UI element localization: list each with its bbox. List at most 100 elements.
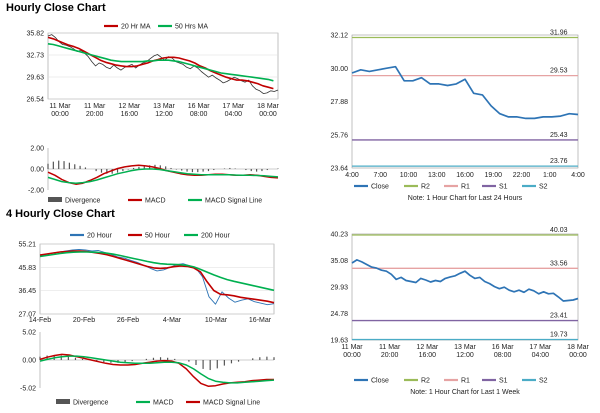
hourly-price-y-tick: 26.54 [26, 97, 44, 104]
legend-macd-label: MACD [145, 198, 166, 205]
x-tick-day: 12 Mar [118, 103, 140, 110]
x-tick-day: 16 Mar [188, 103, 210, 110]
legend-ma20-label: 20 Hr MA [121, 24, 151, 31]
four-macd-y-tick: -5.02 [20, 386, 36, 393]
four-price-y-tick: 36.45 [18, 288, 36, 295]
close-series [351, 259, 579, 302]
x-tick: 10:00 [400, 172, 418, 179]
c-hourly-24h-y-tick: 30.00 [330, 66, 348, 73]
x-tick-time: 08:00 [494, 352, 512, 359]
c-hourly-1w-y-tick: 24.78 [330, 311, 348, 318]
four-macd-y-tick: 5.02 [22, 330, 36, 337]
macd-signal-series [47, 168, 279, 184]
legend-s2-label: S2 [539, 184, 548, 191]
x-tick: 7:00 [373, 172, 387, 179]
four-hourly-macd-chart: 5.02 0.00 -5.02 Divergence MACD MACD Signal L… [20, 330, 275, 407]
hourly-macd-y-tick: 2.00 [30, 146, 44, 153]
level-s1-label: 23.41 [550, 313, 568, 320]
hour50-series [39, 250, 275, 304]
level-s2-label: 19.73 [550, 331, 568, 338]
c-hourly-24h-y-tick: 25.76 [330, 132, 348, 139]
four-hourly-section-title: 4 Hourly Close Chart [6, 208, 115, 220]
legend-r2-label: R2 [421, 184, 430, 191]
legend-r2-label: R2 [421, 378, 430, 385]
x-tick: 1:00 [543, 172, 557, 179]
hourly-price-y-tick: 35.82 [26, 31, 44, 38]
x-tick-time: 00:00 [51, 111, 69, 118]
legend-signal-label: MACD Signal Line [205, 198, 262, 205]
macd-signal-series [39, 355, 275, 384]
c-hourly-24h-y-tick: 32.12 [330, 33, 348, 40]
plot-frame [351, 34, 579, 169]
x-tick: 16-Mar [249, 317, 272, 324]
hour20-series [39, 249, 275, 306]
legend-hour50-label: 50 Hour [145, 233, 171, 240]
legend-ma50-label: 50 Hrs MA [175, 24, 208, 31]
legend-s2-label: S2 [539, 378, 548, 385]
x-tick: 26-Feb [117, 317, 139, 324]
x-tick-time: 12:00 [456, 352, 474, 359]
x-tick-time: 04:00 [225, 111, 243, 118]
x-tick: 22:00 [513, 172, 531, 179]
x-tick-time: 08:00 [190, 111, 208, 118]
legend-signal-label: MACD Signal Line [203, 400, 260, 407]
chart-note: Note: 1 Hour Chart for Last 1 Week [410, 389, 520, 396]
level-r1-label: 29.53 [550, 68, 568, 75]
x-tick-day: 11 Mar [49, 103, 71, 110]
x-tick-day: 18 Mar [257, 103, 279, 110]
x-tick: 19:00 [484, 172, 502, 179]
level-r1-label: 33.56 [550, 260, 568, 267]
plot-frame [47, 32, 279, 100]
ma20-series [47, 36, 274, 90]
x-tick: 4:00 [571, 172, 585, 179]
close-series [47, 34, 279, 94]
c-hourly-24h-y-tick: 27.88 [330, 99, 348, 106]
hourly-price-y-tick: 32.73 [26, 53, 44, 60]
x-tick: 20-Feb [73, 317, 95, 324]
hourly-price-y-tick: 29.63 [26, 75, 44, 82]
x-tick-day: 13 Mar [153, 103, 175, 110]
x-tick: 10-Mar [205, 317, 228, 324]
x-tick-time: 16:00 [419, 352, 437, 359]
level-r2-label: 40.03 [550, 227, 568, 234]
legend-divergence-swatch [48, 197, 62, 202]
level-s2-label: 23.76 [550, 158, 568, 165]
x-tick-time: 00:00 [259, 111, 277, 118]
legend-divergence-label: Divergence [73, 400, 109, 407]
x-tick-day: 16 Mar [492, 344, 514, 351]
x-tick-time: 12:00 [155, 111, 173, 118]
c-hourly-24h-y-tick: 23.64 [330, 166, 348, 173]
c-hourly-1w-y-tick: 35.08 [330, 258, 348, 265]
plot-frame [39, 243, 275, 315]
legend-macd-label: MACD [153, 400, 174, 407]
legend-close-label: Close [371, 184, 389, 191]
four-price-y-tick: 55.21 [18, 242, 36, 249]
x-tick-day: 17 Mar [529, 344, 551, 351]
x-tick-time: 00:00 [569, 352, 587, 359]
legend-hour20-label: 20 Hour [87, 233, 113, 240]
x-tick-day: 11 Mar [341, 344, 363, 351]
hourly-macd-y-tick: 0.00 [30, 167, 44, 174]
x-tick-day: 11 Mar [379, 344, 401, 351]
c-hourly-1w-y-tick: 19.63 [330, 338, 348, 345]
hourly-section-title: Hourly Close Chart [6, 2, 106, 14]
legend-s1-label: S1 [499, 184, 508, 191]
x-tick: 4-Mar [163, 317, 182, 324]
x-tick-day: 17 Mar [222, 103, 244, 110]
hourly-24h-chart: 32.12 30.00 27.88 25.76 23.64 31.96 29.53 25.43… [330, 30, 585, 202]
level-s1-label: 25.43 [550, 132, 568, 139]
x-tick-day: 13 Mar [454, 344, 476, 351]
hourly-macd-y-tick: -2.00 [28, 188, 44, 195]
plot-frame [351, 233, 579, 341]
legend-close-label: Close [371, 378, 389, 385]
legend-divergence-label: Divergence [65, 198, 101, 205]
c-hourly-1w-y-tick: 29.93 [330, 285, 348, 292]
x-tick: 13:00 [428, 172, 446, 179]
x-tick: 14-Feb [29, 317, 51, 324]
x-tick-day: 11 Mar [84, 103, 106, 110]
hourly-1w-chart: 40.23 35.08 29.93 24.78 19.63 40.03 33.56 23.41… [330, 227, 589, 396]
hourly-macd-chart: 2.00 0.00 -2.00 Divergence MACD MACD Signal L… [28, 146, 279, 205]
legend-s1-label: S1 [499, 378, 508, 385]
x-tick-time: 20:00 [381, 352, 399, 359]
close-series [351, 65, 579, 120]
